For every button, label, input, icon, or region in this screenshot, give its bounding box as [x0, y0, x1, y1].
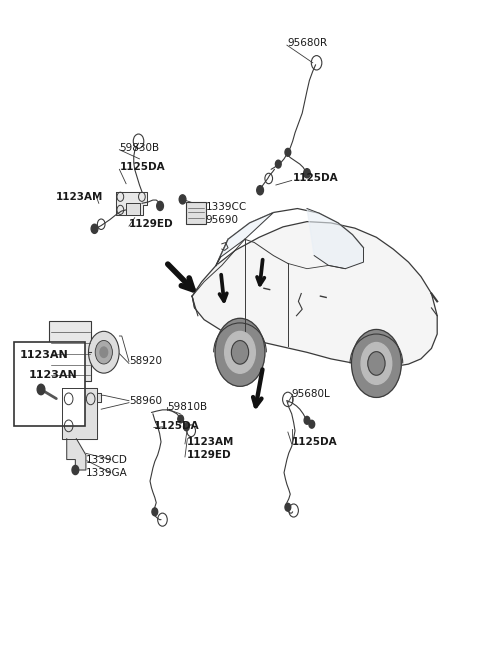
Text: 1123AN: 1123AN: [20, 350, 69, 360]
Circle shape: [152, 508, 157, 515]
Text: 95690: 95690: [205, 215, 239, 225]
Circle shape: [276, 160, 281, 168]
Text: 1339CD: 1339CD: [86, 455, 128, 464]
Text: 1129ED: 1129ED: [186, 450, 231, 460]
Circle shape: [37, 384, 45, 395]
Polygon shape: [67, 439, 86, 470]
Polygon shape: [216, 212, 274, 265]
Text: 58960: 58960: [129, 396, 162, 405]
Circle shape: [368, 352, 385, 375]
Bar: [14, 342, 85, 426]
Bar: [126, 203, 141, 215]
Circle shape: [100, 347, 108, 358]
Circle shape: [157, 201, 163, 210]
Circle shape: [285, 503, 291, 511]
Circle shape: [178, 415, 183, 423]
Text: 1123AM: 1123AM: [186, 437, 234, 447]
Circle shape: [179, 195, 186, 204]
Circle shape: [88, 331, 119, 373]
Text: 95680R: 95680R: [288, 38, 328, 48]
Circle shape: [183, 423, 189, 431]
Circle shape: [304, 417, 310, 424]
Circle shape: [309, 421, 315, 428]
Circle shape: [361, 343, 392, 384]
Circle shape: [95, 341, 112, 364]
Circle shape: [91, 224, 98, 233]
Text: 1129ED: 1129ED: [129, 219, 174, 229]
Circle shape: [231, 341, 249, 364]
Bar: [186, 202, 205, 224]
Text: 58920: 58920: [129, 356, 162, 367]
Polygon shape: [116, 191, 147, 215]
Bar: [48, 321, 91, 381]
Text: 1339CC: 1339CC: [205, 202, 247, 212]
Text: 1123AN: 1123AN: [28, 369, 77, 379]
Circle shape: [257, 185, 264, 195]
Text: 1125DA: 1125DA: [293, 174, 338, 183]
Text: 1125DA: 1125DA: [120, 162, 165, 172]
Polygon shape: [192, 221, 437, 367]
Circle shape: [304, 169, 311, 178]
Text: 59830B: 59830B: [120, 143, 159, 153]
Circle shape: [72, 466, 79, 475]
Circle shape: [351, 329, 401, 398]
Circle shape: [285, 149, 291, 157]
Circle shape: [215, 318, 265, 386]
Text: 1339GA: 1339GA: [86, 468, 128, 477]
Polygon shape: [307, 208, 363, 269]
Text: 1125DA: 1125DA: [154, 421, 200, 430]
Text: 1123AM: 1123AM: [56, 192, 103, 202]
Text: 95680L: 95680L: [292, 389, 330, 399]
Polygon shape: [62, 388, 101, 439]
Text: 1125DA: 1125DA: [292, 437, 337, 447]
Text: 59810B: 59810B: [167, 402, 207, 412]
Circle shape: [225, 331, 255, 373]
